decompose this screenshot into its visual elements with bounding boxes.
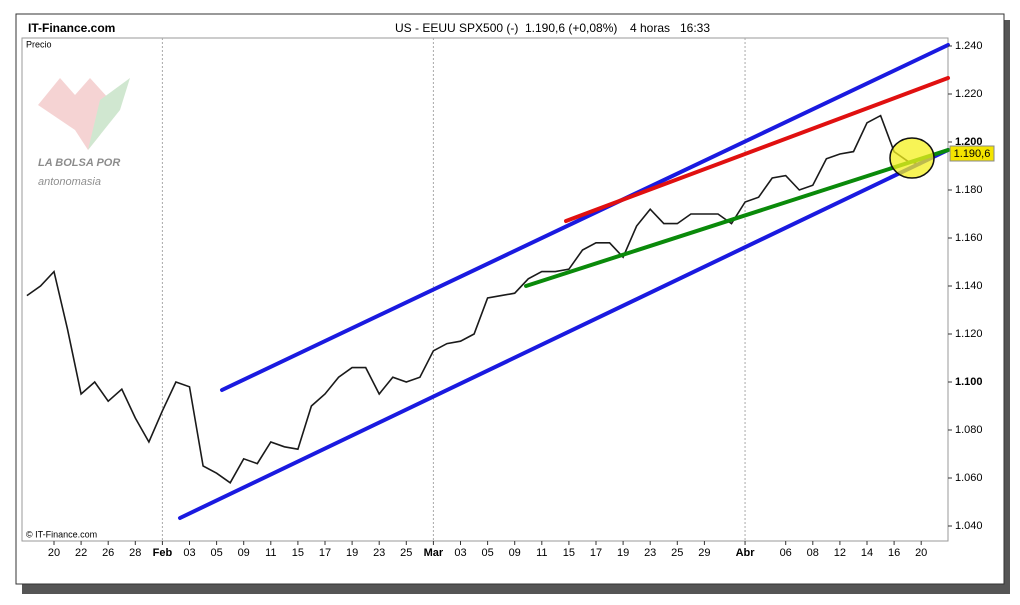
x-tick-label: Abr: [736, 547, 756, 559]
x-tick-label: 17: [590, 547, 602, 559]
y-tick-label: 1.120: [955, 328, 983, 340]
x-tick-label: 09: [509, 547, 521, 559]
logo-mark: [38, 78, 130, 150]
x-tick-label: 20: [48, 547, 60, 559]
x-tick-label: 09: [238, 547, 250, 559]
last-price: 1.190,6: [954, 148, 991, 160]
x-tick-label: 19: [346, 547, 358, 559]
channel-upper: [220, 43, 950, 392]
x-tick-label: 06: [780, 547, 792, 559]
x-tick-label: 22: [75, 547, 87, 559]
resistance: [564, 76, 950, 223]
x-tick-label: 20: [915, 547, 927, 559]
x-tick-label: 11: [536, 547, 547, 559]
y-tick-label: 1.200: [955, 136, 983, 148]
plot-area: [21, 37, 949, 542]
x-tick-label: 05: [210, 547, 222, 559]
y-tick-label: 1.100: [955, 376, 983, 388]
x-tick-label: 03: [454, 547, 466, 559]
x-tick-label: 16: [888, 547, 900, 559]
x-tick-label: 11: [265, 547, 276, 559]
y-tick-label: 1.240: [955, 40, 983, 52]
x-tick-label: 05: [481, 547, 493, 559]
logo-line: LA BOLSA POR: [38, 157, 120, 169]
x-tick-label: 26: [102, 547, 114, 559]
x-tick-label: 23: [644, 547, 656, 559]
quote: 1.190,6 (+0,08%): [525, 21, 617, 35]
x-tick-label: 29: [698, 547, 710, 559]
y-label: Precio: [26, 39, 52, 49]
y-tick-label: 1.040: [955, 520, 983, 532]
x-tick-label: 12: [834, 547, 846, 559]
x-tick-label: 03: [183, 547, 195, 559]
y-tick-label: 1.140: [955, 280, 983, 292]
logo-line: antonomasia: [38, 176, 101, 188]
x-tick-label: 25: [400, 547, 412, 559]
x-tick-label: 15: [563, 547, 575, 559]
x-tick-label: 14: [861, 547, 873, 559]
timeframe: 4 horas: [630, 21, 670, 35]
support: [524, 148, 950, 288]
x-tick-label: 25: [671, 547, 683, 559]
copyright: © IT-Finance.com: [26, 529, 97, 539]
y-tick-label: 1.220: [955, 88, 983, 100]
highlight: [889, 137, 935, 179]
x-tick-label: 08: [807, 547, 819, 559]
logo-mark: [88, 78, 130, 150]
x-tick-label: 15: [292, 547, 304, 559]
site: IT-Finance.com: [28, 21, 115, 35]
last-price-box: [949, 145, 995, 162]
y-tick-label: 1.160: [955, 232, 983, 244]
x-tick-label: 19: [617, 547, 629, 559]
trend-lines: [178, 43, 950, 520]
y-tick-label: 1.080: [955, 424, 983, 436]
instrument: US - EEUU SPX500 (-): [395, 21, 518, 35]
y-tick-label: 1.180: [955, 184, 983, 196]
x-tick-label: 17: [319, 547, 331, 559]
x-tick-label: 28: [129, 547, 141, 559]
logo: LA BOLSA POR antonomasia: [38, 78, 130, 188]
x-tick-label: 23: [373, 547, 385, 559]
plot: [26, 38, 922, 541]
x-tick-label: Feb: [153, 547, 173, 559]
channel-lower: [178, 148, 950, 520]
price-line: [26, 114, 922, 484]
x-tick-label: Mar: [424, 547, 444, 559]
y-tick-label: 1.060: [955, 472, 983, 484]
time: 16:33: [680, 21, 710, 35]
